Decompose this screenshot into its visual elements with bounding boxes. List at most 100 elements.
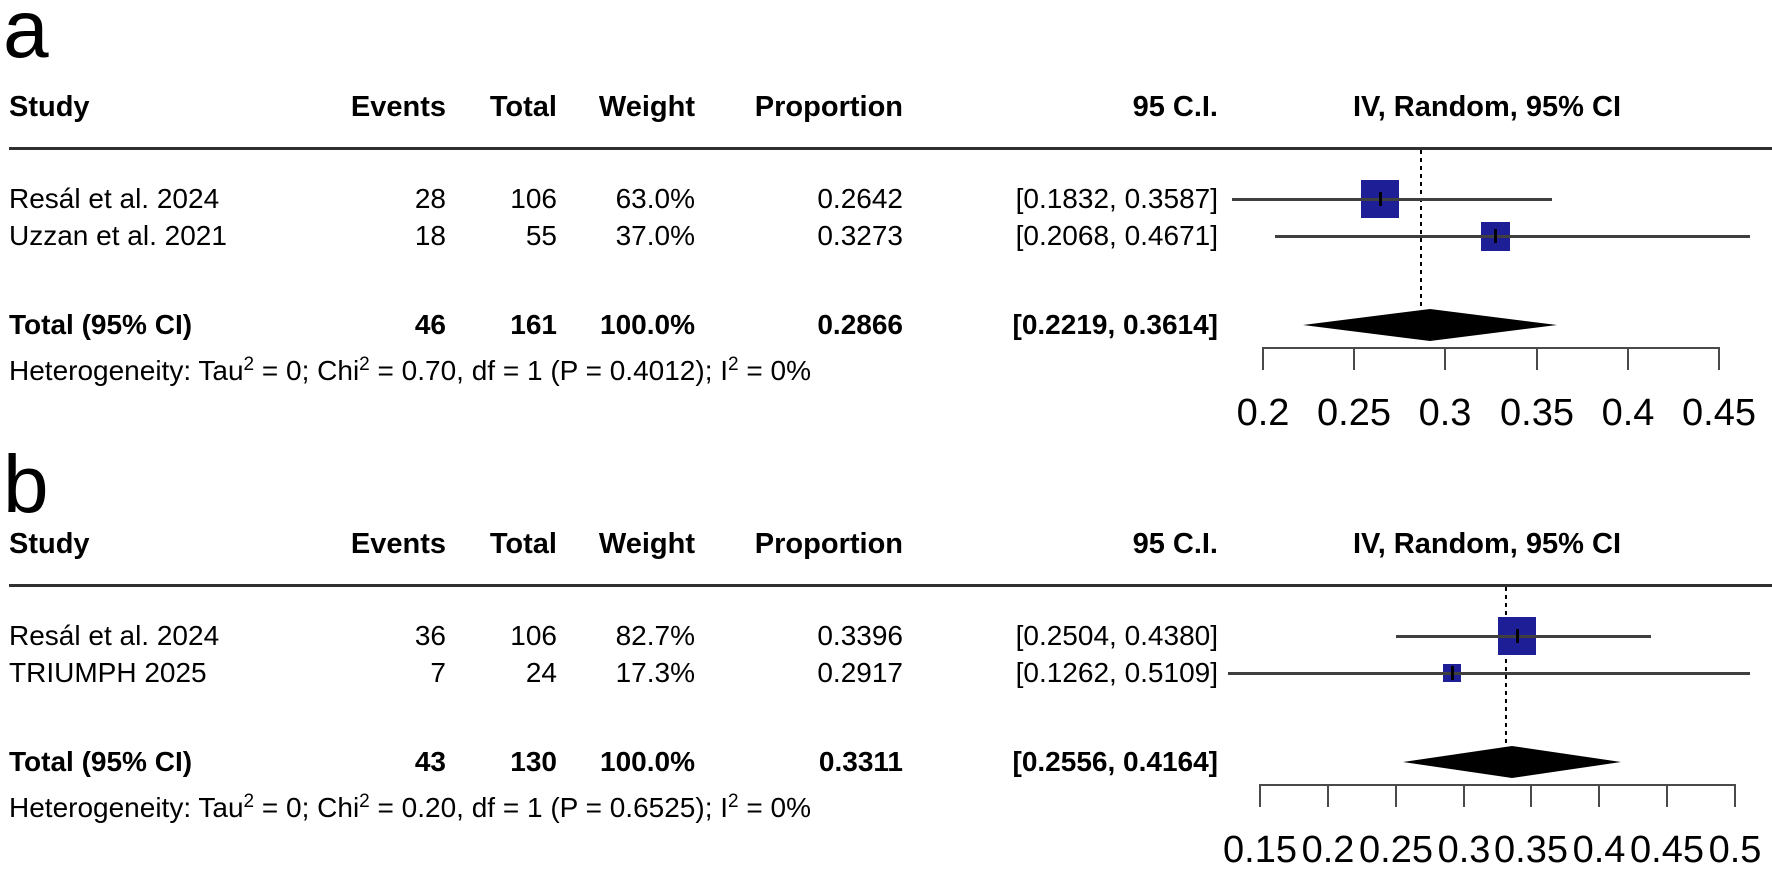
axis-tick-label: 0.4 xyxy=(1601,392,1655,434)
weight-value: 17.3% xyxy=(615,657,695,688)
axis-tick xyxy=(1530,784,1532,807)
total-weight-value: 100.0% xyxy=(600,746,695,777)
heterogeneity-segment: = 0; Chi xyxy=(254,792,360,823)
column-header-ci: 95 C.I. xyxy=(1132,91,1218,123)
total-total-value: 130 xyxy=(510,746,557,777)
column-header-weight: Weight xyxy=(598,91,695,123)
axis-tick xyxy=(1262,347,1264,370)
total-ci-value: [0.2556, 0.4164] xyxy=(1012,746,1219,777)
axis-tick xyxy=(1395,784,1397,807)
superscript: 2 xyxy=(728,354,739,375)
axis-tick xyxy=(1627,347,1629,370)
total-proportion-value: 0.2866 xyxy=(817,309,903,340)
panel-b-label: b xyxy=(3,439,49,530)
proportion-value: 0.3273 xyxy=(817,220,903,251)
proportion-value: 0.2917 xyxy=(817,657,903,688)
summary-diamond xyxy=(1303,309,1557,341)
axis-tick-label: 0.4 xyxy=(1572,829,1626,871)
heterogeneity-segment: = 0% xyxy=(738,355,812,386)
axis-tick xyxy=(1718,347,1720,370)
axis-tick-label: 0.5 xyxy=(1708,829,1762,871)
column-header-weight: Weight xyxy=(598,528,695,560)
column-header-total: Total xyxy=(489,528,557,560)
axis-tick-label: 0.25 xyxy=(1317,392,1391,434)
pooled-dashed-line xyxy=(1420,150,1422,309)
axis-tick xyxy=(1463,784,1465,807)
heterogeneity-text: Heterogeneity: Tau2 = 0; Chi2 = 0.70, df… xyxy=(9,353,811,393)
weight-value: 63.0% xyxy=(615,183,695,214)
axis-tick xyxy=(1734,784,1736,807)
panel-b: b Study Events Total Weight Proportion 95 C.I… xyxy=(0,437,1772,878)
total-row-label: Total (95% CI) xyxy=(9,746,193,777)
events-value: 18 xyxy=(414,220,446,251)
axis-tick-label: 0.25 xyxy=(1359,829,1433,871)
column-header-proportion: Proportion xyxy=(754,528,903,560)
weight-value: 37.0% xyxy=(615,220,695,251)
axis-tick-label: 0.35 xyxy=(1494,829,1568,871)
ci-value: [0.1832, 0.3587] xyxy=(1015,183,1218,214)
ci-value: [0.1262, 0.5109] xyxy=(1015,657,1218,688)
proportion-value: 0.2642 xyxy=(817,183,903,214)
study-name: TRIUMPH 2025 xyxy=(9,657,207,688)
superscript: 2 xyxy=(359,354,370,375)
pooled-dashed-line xyxy=(1505,587,1507,746)
column-header-events: Events xyxy=(350,528,446,560)
axis-line xyxy=(1262,347,1720,349)
axis-tick-label: 0.15 xyxy=(1223,829,1297,871)
study-name: Uzzan et al. 2021 xyxy=(9,220,227,251)
heterogeneity-segment: = 0; Chi xyxy=(254,355,360,386)
axis-tick xyxy=(1598,784,1600,807)
superscript: 2 xyxy=(243,354,255,375)
square-center-tick xyxy=(1494,229,1497,243)
total-value: 55 xyxy=(525,220,557,251)
events-value: 36 xyxy=(414,620,446,651)
header-rule xyxy=(9,147,1772,150)
column-header-events: Events xyxy=(350,91,446,123)
axis-tick-label: 0.3 xyxy=(1418,392,1472,434)
total-row-label: Total (95% CI) xyxy=(9,309,193,340)
axis-tick xyxy=(1536,347,1538,370)
axis-tick-label: 0.3 xyxy=(1437,829,1491,871)
ci-line xyxy=(1275,235,1750,238)
total-value: 106 xyxy=(510,620,557,651)
total-value: 24 xyxy=(525,657,557,688)
column-header-study: Study xyxy=(9,91,90,123)
column-header-study: Study xyxy=(9,528,90,560)
axis-tick-label: 0.45 xyxy=(1682,392,1756,434)
header-rule xyxy=(9,584,1772,587)
weight-value: 82.7% xyxy=(615,620,695,651)
total-proportion-value: 0.3311 xyxy=(818,746,903,777)
proportion-value: 0.3396 xyxy=(817,620,903,651)
axis-tick-label: 0.2 xyxy=(1236,392,1290,434)
study-name: Resál et al. 2024 xyxy=(9,620,220,651)
total-total-value: 161 xyxy=(510,309,557,340)
heterogeneity-text: Heterogeneity: Tau2 = 0; Chi2 = 0.20, df… xyxy=(9,790,811,830)
column-header-proportion: Proportion xyxy=(754,91,903,123)
axis-line xyxy=(1259,784,1736,786)
events-value: 28 xyxy=(414,183,446,214)
axis-tick xyxy=(1327,784,1329,807)
column-header-plot: IV, Random, 95% CI xyxy=(1352,528,1622,560)
total-ci-value: [0.2219, 0.3614] xyxy=(1012,309,1219,340)
summary-diamond xyxy=(1403,746,1621,778)
superscript: 2 xyxy=(728,791,739,812)
total-value: 106 xyxy=(510,183,557,214)
total-events-value: 46 xyxy=(414,309,446,340)
heterogeneity-segment: Heterogeneity: Tau xyxy=(9,355,244,386)
superscript: 2 xyxy=(359,791,370,812)
axis-tick xyxy=(1353,347,1355,370)
total-events-value: 43 xyxy=(414,746,446,777)
superscript: 2 xyxy=(243,791,255,812)
ci-line xyxy=(1396,635,1651,638)
heterogeneity-segment: = 0.70, df = 1 (P = 0.4012); I xyxy=(369,355,729,386)
ci-line xyxy=(1228,672,1750,675)
panel-a: a Study Events Total Weight Proportion 95 C.I… xyxy=(3,0,1772,434)
column-header-total: Total xyxy=(489,91,557,123)
column-header-ci: 95 C.I. xyxy=(1132,528,1218,560)
ci-line xyxy=(1232,198,1552,201)
axis-tick xyxy=(1666,784,1668,807)
square-center-tick xyxy=(1379,192,1382,206)
ci-value: [0.2068, 0.4671] xyxy=(1015,220,1218,251)
axis-tick-label: 0.35 xyxy=(1500,392,1574,434)
